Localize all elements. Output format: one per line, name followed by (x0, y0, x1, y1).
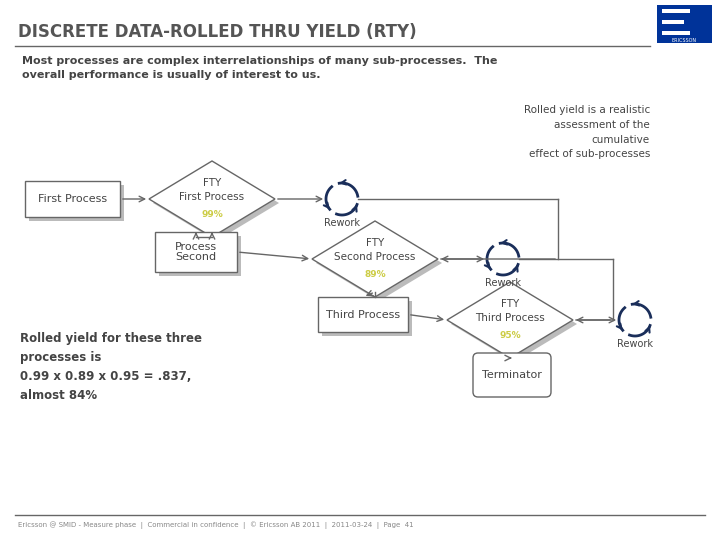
Polygon shape (149, 161, 275, 237)
Text: 95%: 95% (499, 330, 521, 340)
Text: First Process: First Process (179, 192, 245, 202)
Text: 89%: 89% (364, 269, 386, 279)
Text: Third Process: Third Process (326, 309, 400, 320)
Bar (482, 362, 550, 396)
Text: Terminator: Terminator (482, 370, 542, 380)
Polygon shape (451, 286, 577, 362)
Polygon shape (153, 165, 279, 241)
Text: FTY: FTY (501, 299, 519, 309)
Text: ERICSSON: ERICSSON (672, 37, 696, 43)
Text: Rework: Rework (485, 278, 521, 288)
Bar (155, 232, 237, 272)
Text: Second Process: Second Process (334, 252, 415, 262)
Bar (662, 9, 690, 13)
Text: Rolled yield is a realistic
assessment of the
cumulative
effect of sub-processes: Rolled yield is a realistic assessment o… (523, 105, 650, 159)
Text: Rolled yield for these three
processes is
0.99 x 0.89 x 0.95 = .837,
almost 84%: Rolled yield for these three processes i… (20, 332, 202, 402)
Text: Most processes are complex interrelationships of many sub-processes.  The
overal: Most processes are complex interrelation… (22, 56, 498, 80)
Text: First Process: First Process (38, 194, 107, 204)
Text: Rework: Rework (324, 218, 360, 228)
Polygon shape (447, 282, 573, 358)
Text: FTY: FTY (366, 238, 384, 248)
Bar (29, 185, 124, 221)
Bar (662, 31, 690, 35)
Bar (25, 181, 120, 217)
Text: DISCRETE DATA-ROLLED THRU YIELD (RTY): DISCRETE DATA-ROLLED THRU YIELD (RTY) (18, 23, 417, 41)
Text: Second: Second (176, 252, 217, 261)
Bar (662, 20, 684, 24)
Text: Third Process: Third Process (475, 313, 545, 323)
Bar (159, 236, 241, 276)
FancyBboxPatch shape (473, 353, 551, 397)
Polygon shape (316, 225, 442, 301)
Text: Process: Process (175, 242, 217, 253)
Text: Rework: Rework (617, 339, 653, 349)
Polygon shape (312, 221, 438, 297)
Bar (318, 297, 408, 332)
Text: FTY: FTY (203, 178, 221, 188)
Text: Ericsson @ SMID - Measure phase  |  Commercial in confidence  |  © Ericsson AB 2: Ericsson @ SMID - Measure phase | Commer… (18, 521, 413, 529)
Bar (657, 5, 712, 43)
Text: 99%: 99% (201, 210, 223, 219)
Bar (322, 301, 412, 336)
